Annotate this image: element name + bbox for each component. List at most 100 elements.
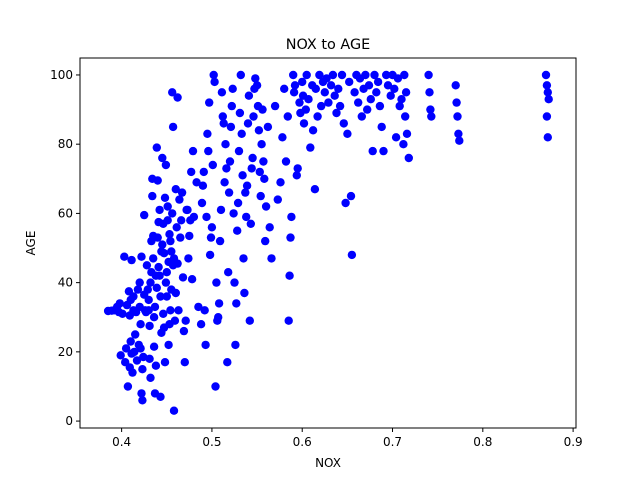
- data-point: [238, 171, 246, 179]
- data-point: [312, 85, 320, 93]
- data-point: [214, 313, 222, 321]
- data-point: [261, 237, 269, 245]
- data-point: [257, 140, 265, 148]
- data-point: [343, 130, 351, 138]
- y-tick-label: 0: [65, 414, 73, 428]
- data-point: [405, 154, 413, 162]
- data-point: [197, 320, 205, 328]
- data-point: [238, 130, 246, 138]
- data-point: [215, 299, 223, 307]
- y-tick-label: 80: [58, 137, 73, 151]
- data-point: [155, 206, 163, 214]
- data-point: [217, 206, 225, 214]
- data-point: [243, 182, 251, 190]
- data-point: [345, 78, 353, 86]
- data-point: [201, 306, 209, 314]
- data-point: [162, 161, 170, 169]
- data-point: [151, 303, 159, 311]
- data-point: [201, 341, 209, 349]
- data-point: [452, 81, 460, 89]
- data-point: [235, 147, 243, 155]
- data-point: [266, 223, 274, 231]
- data-point: [208, 223, 216, 231]
- y-tick-label: 40: [58, 276, 73, 290]
- data-point: [253, 81, 261, 89]
- data-point: [348, 251, 356, 259]
- data-point: [203, 130, 211, 138]
- y-axis-label: AGE: [24, 231, 38, 256]
- data-point: [376, 102, 384, 110]
- data-point: [216, 237, 224, 245]
- data-point: [285, 317, 293, 325]
- data-point: [128, 368, 136, 376]
- data-point: [160, 249, 168, 257]
- data-point: [164, 202, 172, 210]
- data-point: [145, 296, 153, 304]
- data-point: [163, 268, 171, 276]
- data-point: [189, 147, 197, 155]
- data-point: [159, 310, 167, 318]
- data-point: [367, 95, 375, 103]
- data-point: [284, 112, 292, 120]
- data-point: [324, 98, 332, 106]
- data-point: [378, 123, 386, 131]
- data-point: [221, 140, 229, 148]
- data-point: [227, 123, 235, 131]
- data-point: [236, 109, 244, 117]
- x-tick-label: 0.5: [202, 435, 221, 449]
- data-point: [146, 374, 154, 382]
- data-point: [248, 154, 256, 162]
- data-point: [232, 299, 240, 307]
- data-point: [302, 105, 310, 113]
- data-point: [148, 192, 156, 200]
- data-point: [327, 81, 335, 89]
- data-point: [374, 78, 382, 86]
- data-point: [153, 284, 161, 292]
- data-point: [289, 71, 297, 79]
- data-point: [155, 272, 163, 280]
- data-point: [542, 71, 550, 79]
- data-point: [244, 119, 252, 127]
- data-point: [306, 143, 314, 151]
- data-point: [228, 102, 236, 110]
- x-tick-label: 0.8: [473, 435, 492, 449]
- data-point: [249, 112, 257, 120]
- data-point: [176, 233, 184, 241]
- data-point: [392, 133, 400, 141]
- data-point: [317, 102, 325, 110]
- data-point: [154, 176, 162, 184]
- data-point: [156, 393, 164, 401]
- data-point: [231, 341, 239, 349]
- data-point: [341, 199, 349, 207]
- data-point: [210, 78, 218, 86]
- x-axis-label: NOX: [315, 456, 341, 470]
- data-point: [336, 102, 344, 110]
- data-point: [152, 362, 160, 370]
- data-point: [234, 199, 242, 207]
- data-point: [455, 137, 463, 145]
- data-point: [363, 105, 371, 113]
- data-point: [264, 123, 272, 131]
- data-point: [226, 157, 234, 165]
- data-point: [260, 175, 268, 183]
- data-point: [224, 268, 232, 276]
- data-point: [137, 253, 145, 261]
- data-point: [262, 202, 270, 210]
- data-point: [211, 382, 219, 390]
- data-point: [184, 254, 192, 262]
- data-point: [313, 112, 321, 120]
- data-point: [202, 213, 210, 221]
- data-point: [166, 237, 174, 245]
- data-point: [372, 88, 380, 96]
- data-point: [276, 178, 284, 186]
- data-point: [543, 112, 551, 120]
- data-point: [149, 254, 157, 262]
- y-tick-label: 100: [50, 68, 73, 82]
- data-point: [280, 85, 288, 93]
- data-point: [223, 358, 231, 366]
- data-point: [127, 256, 135, 264]
- data-point: [229, 209, 237, 217]
- data-point: [127, 337, 135, 345]
- data-point: [116, 299, 124, 307]
